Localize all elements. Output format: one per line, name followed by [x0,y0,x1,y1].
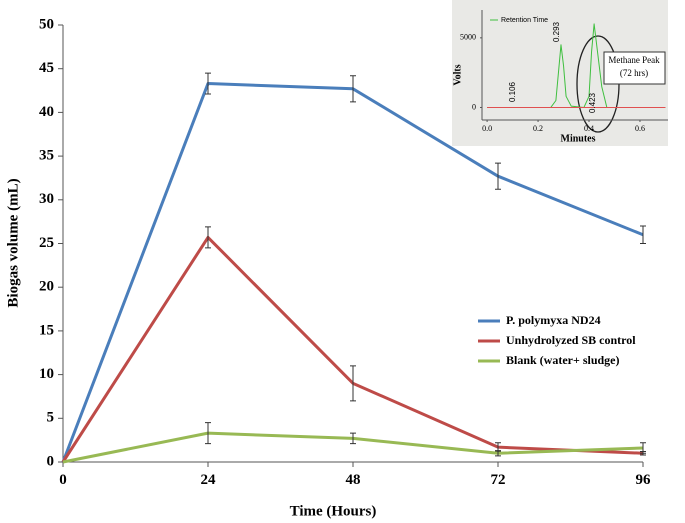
series-line [487,23,666,108]
x-tick-label: 96 [636,472,652,488]
y-tick-label: 15 [39,322,54,338]
error-bar [350,75,356,103]
y-tick-label: 10 [39,366,54,382]
error-bar [205,422,211,445]
callout-box [603,51,666,85]
x-tick-label: 72 [491,472,506,488]
peak-label: 0.423 [588,92,597,113]
legend-label: Retention Time [501,17,548,24]
legend-label: Unhydrolyzed SB control [506,333,636,347]
error-bar [205,226,211,249]
error-bar [350,365,356,402]
legend-label: P. polymyxa ND24 [506,313,601,327]
error-bar [350,432,356,445]
series-line [61,235,644,463]
legend-label: Blank (water+ sludge) [506,353,620,367]
peak-label: 0.106 [508,81,517,102]
error-bar [495,450,501,457]
x-tick-label: 0.0 [482,124,492,133]
y-tick-label: 25 [39,235,54,251]
y-tick-label: 40 [39,104,54,120]
callout-text: (72 hrs) [620,68,648,78]
y-tick-label: 30 [39,191,54,207]
y-tick-label: 5000 [460,33,476,42]
x-tick-label: 48 [346,472,361,488]
y-tick-label: 45 [39,60,54,76]
y-tick-label: 5 [47,410,55,426]
error-bar [640,225,646,244]
x-tick-label: 24 [201,472,217,488]
error-bar [495,162,501,190]
y-tick-label: 50 [39,16,54,32]
x-tick-label: 0.6 [635,124,645,133]
x-tick-label: 0.4 [584,124,594,133]
x-tick-label: 0.2 [533,124,543,133]
error-bar [205,72,211,95]
error-bar [640,442,646,454]
inset-y-title: Volts [452,64,463,85]
y-tick-label: 0 [472,102,476,111]
x-tick-label: 0 [59,472,67,488]
y-tick-label: 0 [47,453,55,469]
x-axis-title: Time (Hours) [290,503,377,519]
peak-label: 0.293 [552,21,561,42]
y-tick-label: 20 [39,279,54,295]
inset-x-title: Minutes [561,133,596,144]
y-axis-title: Biogas volume (mL) [5,178,21,307]
callout-text: Methane Peak [608,55,660,65]
y-tick-label: 35 [39,148,54,164]
